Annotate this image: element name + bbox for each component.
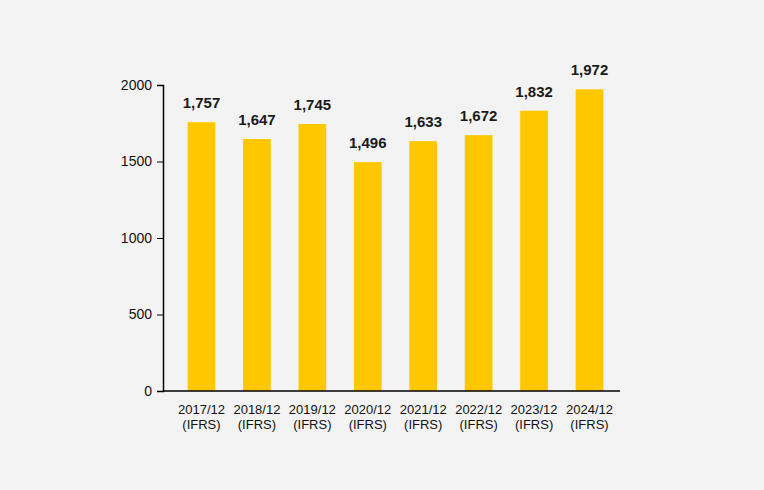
- y-tick-label: 500: [129, 306, 153, 322]
- data-label: 1,633: [404, 113, 442, 130]
- x-axis-line: [163, 390, 620, 392]
- chart: 05001000150020002017/12(IFRS)2018/12(IFR…: [0, 0, 764, 490]
- x-tick: 2024/12(IFRS): [566, 402, 613, 432]
- x-tick-label-line: (IFRS): [460, 417, 498, 432]
- bar: [243, 139, 271, 391]
- x-tick: 2019/12(IFRS): [289, 402, 336, 432]
- y-tick-mark: [157, 238, 163, 239]
- x-tick-label: 2019/12(IFRS): [289, 402, 336, 432]
- bar: [576, 89, 604, 391]
- x-tick: 2020/12(IFRS): [344, 402, 391, 432]
- data-label: 1,757: [183, 94, 221, 111]
- x-tick-label-line: 2023/12: [511, 402, 558, 417]
- y-axis-line: [157, 86, 164, 392]
- bar: [409, 141, 437, 391]
- x-axis: 2017/12(IFRS)2018/12(IFRS)2019/12(IFRS)2…: [163, 391, 620, 432]
- x-tick-label: 2022/12(IFRS): [455, 402, 502, 432]
- data-label: 1,972: [571, 61, 609, 78]
- x-tick-label-line: (IFRS): [349, 417, 387, 432]
- y-tick-mark: [157, 391, 163, 392]
- y-tick-label: 2000: [121, 77, 152, 93]
- x-tick-label-line: 2024/12: [566, 402, 613, 417]
- x-tick-label-line: (IFRS): [515, 417, 553, 432]
- x-tick-label-line: (IFRS): [182, 417, 220, 432]
- y-tick-mark: [157, 315, 163, 316]
- plot: 05001000150020002017/12(IFRS)2018/12(IFR…: [121, 61, 620, 432]
- x-tick-label-line: 2020/12: [344, 402, 391, 417]
- x-tick-label-line: 2017/12: [178, 402, 225, 417]
- y-tick: 1000: [121, 230, 163, 246]
- bar: [354, 162, 382, 391]
- y-tick-label: 0: [144, 383, 152, 399]
- x-tick-label: 2018/12(IFRS): [233, 402, 280, 432]
- bar: [520, 111, 548, 391]
- x-tick-label-line: (IFRS): [404, 417, 442, 432]
- x-tick: 2018/12(IFRS): [233, 402, 280, 432]
- bar: [298, 124, 326, 391]
- data-labels: 1,757 1,647 1,745 1,496 1,633 1,672 1,832 1,972: [183, 61, 609, 151]
- x-tick-label: 2021/12(IFRS): [400, 402, 447, 432]
- x-tick-label-line: 2021/12: [400, 402, 447, 417]
- x-tick-label-line: (IFRS): [238, 417, 276, 432]
- x-tick: 2021/12(IFRS): [400, 402, 447, 432]
- data-label: 1,832: [515, 83, 553, 100]
- bars: [188, 89, 604, 391]
- x-tick-label: 2017/12(IFRS): [178, 402, 225, 432]
- bar: [465, 135, 493, 391]
- x-tick-label: 2024/12(IFRS): [566, 402, 613, 432]
- y-tick-mark: [157, 85, 163, 86]
- x-tick-label-line: 2022/12: [455, 402, 502, 417]
- data-label: 1,647: [238, 111, 276, 128]
- x-tick-label: 2023/12(IFRS): [511, 402, 558, 432]
- bar: [188, 122, 216, 391]
- y-tick: 500: [129, 306, 163, 322]
- y-tick-label: 1000: [121, 230, 152, 246]
- y-tick-mark: [157, 162, 163, 163]
- y-tick: 1500: [121, 153, 163, 169]
- x-tick: 2023/12(IFRS): [511, 402, 558, 432]
- y-axis: 0 500 1000 1500 2000: [121, 77, 164, 399]
- x-tick: 2017/12(IFRS): [178, 402, 225, 432]
- x-tick-label-line: 2018/12: [233, 402, 280, 417]
- y-tick: 0: [144, 383, 163, 399]
- x-tick-label-line: (IFRS): [293, 417, 331, 432]
- data-label: 1,672: [460, 107, 498, 124]
- x-tick-label-line: (IFRS): [570, 417, 608, 432]
- x-tick-label: 2020/12(IFRS): [344, 402, 391, 432]
- y-tick: 2000: [121, 77, 163, 93]
- data-label: 1,496: [349, 134, 387, 151]
- x-tick: 2022/12(IFRS): [455, 402, 502, 432]
- data-label: 1,745: [294, 96, 332, 113]
- y-tick-label: 1500: [121, 153, 152, 169]
- x-tick-label-line: 2019/12: [289, 402, 336, 417]
